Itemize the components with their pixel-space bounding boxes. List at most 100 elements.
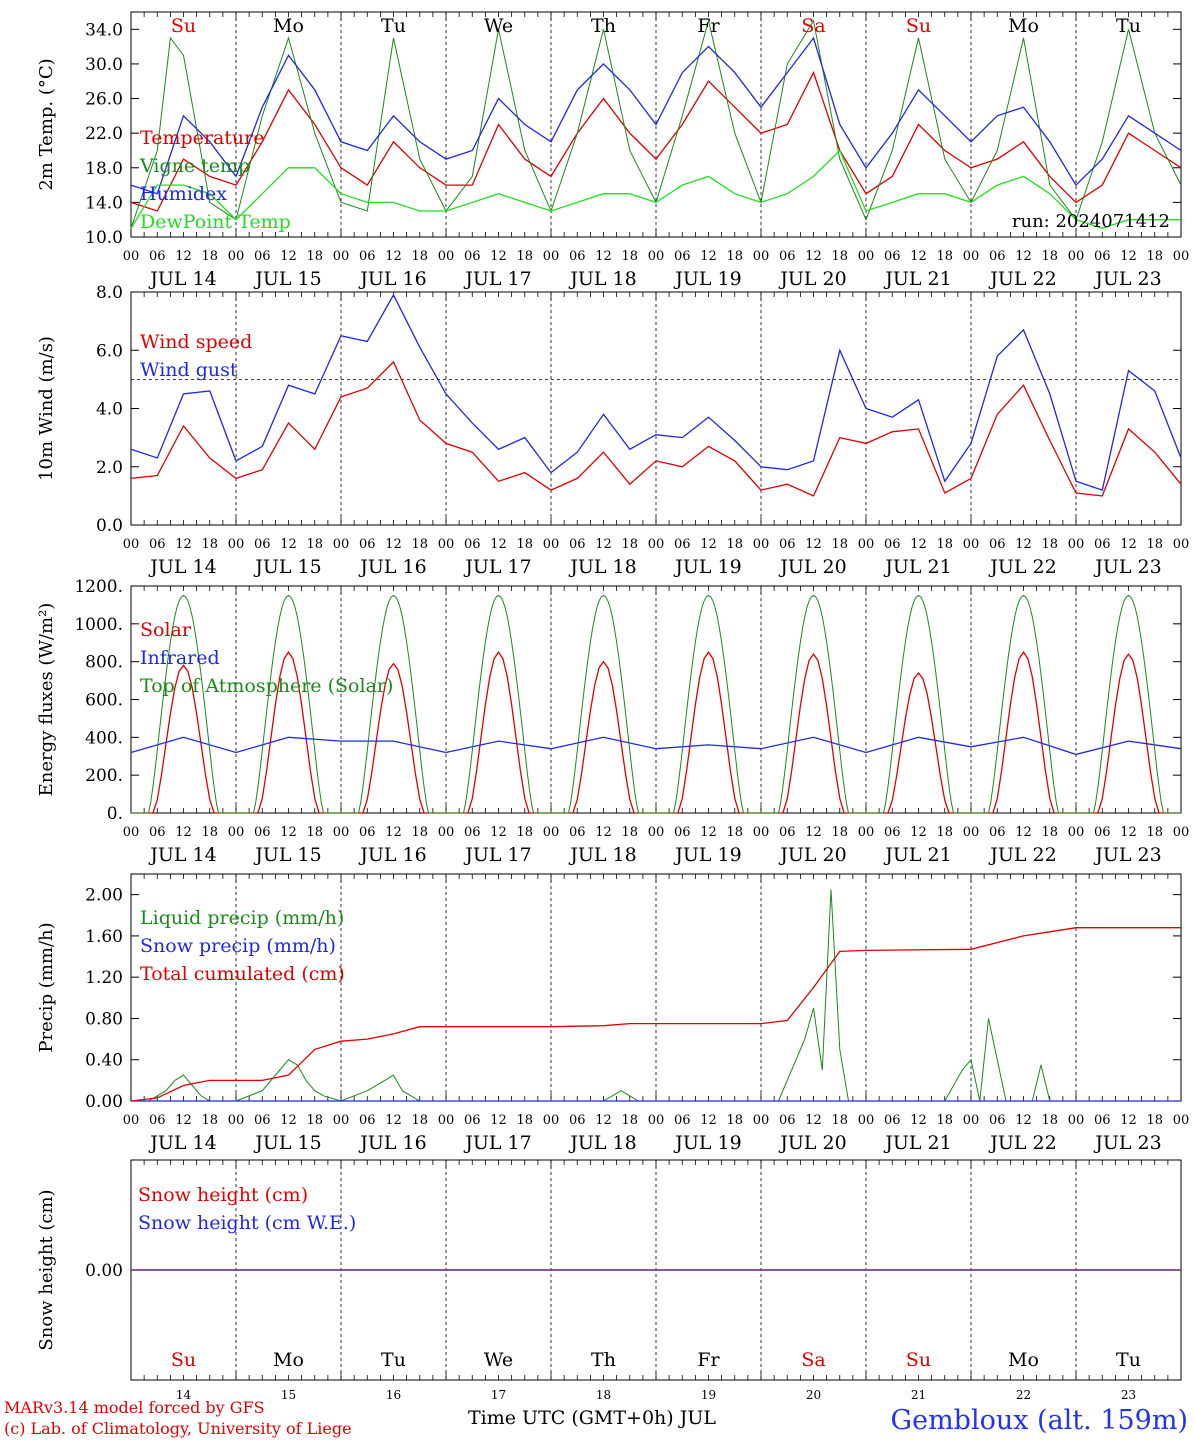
legend-entry: DewPoint Temp (140, 211, 291, 233)
hour-label: 12 (805, 1113, 822, 1128)
hour-label: 12 (490, 249, 507, 264)
hour-label: 00 (858, 825, 875, 840)
hour-label: 00 (123, 1113, 140, 1128)
day-number: 20 (806, 1388, 821, 1402)
legend-entry: Liquid precip (mm/h) (140, 907, 344, 929)
day-name: Th (591, 15, 616, 37)
hour-label: 00 (438, 1113, 455, 1128)
hour-label: 00 (543, 1113, 560, 1128)
date-label: JUL 21 (883, 844, 951, 866)
hour-label: 06 (569, 1113, 586, 1128)
hour-label: 18 (831, 249, 848, 264)
hour-label: 00 (1068, 1113, 1085, 1128)
hour-label: 00 (963, 825, 980, 840)
hour-label: 18 (621, 1113, 638, 1128)
hour-label: 12 (1120, 1113, 1137, 1128)
date-label: JUL 19 (673, 556, 741, 578)
date-label: JUL 14 (148, 268, 216, 290)
hour-label: 06 (779, 825, 796, 840)
series-line (130, 70, 1182, 212)
date-label: JUL 20 (778, 844, 846, 866)
hour-label: 12 (490, 1113, 507, 1128)
y-axis-label: Precip (mm/h) (36, 922, 57, 1052)
model-note: MARv3.14 model forced by GFS (4, 1398, 265, 1417)
hour-label: 18 (201, 1113, 218, 1128)
date-label: JUL 19 (673, 844, 741, 866)
date-label: JUL 15 (253, 844, 321, 866)
date-label: JUL 15 (253, 1132, 321, 1154)
date-label: JUL 15 (253, 268, 321, 290)
hour-label: 12 (910, 825, 927, 840)
y-tick-label: 6.0 (96, 341, 123, 361)
hour-label: 18 (201, 825, 218, 840)
date-label: JUL 22 (988, 268, 1056, 290)
day-name: Su (171, 1349, 196, 1371)
y-axis-label: Snow height (cm) (36, 1189, 57, 1350)
hour-label: 18 (411, 537, 428, 552)
hour-label: 06 (674, 249, 691, 264)
hour-label: 00 (648, 1113, 665, 1128)
series-line (130, 36, 1182, 195)
date-label: JUL 14 (148, 1132, 216, 1154)
hour-label: 00 (1173, 537, 1190, 552)
hour-label: 12 (595, 537, 612, 552)
hour-label: 06 (1094, 825, 1111, 840)
y-tick-label: 4.0 (96, 400, 123, 420)
hour-label: 06 (674, 537, 691, 552)
hour-label: 00 (228, 825, 245, 840)
hour-label: 06 (884, 537, 901, 552)
hour-label: 12 (1120, 537, 1137, 552)
hour-label: 12 (1015, 249, 1032, 264)
hour-label: 12 (700, 1113, 717, 1128)
y-tick-label: 0.40 (85, 1051, 123, 1071)
hour-label: 12 (1015, 825, 1032, 840)
hour-label: 00 (858, 249, 875, 264)
hour-label: 06 (464, 1113, 481, 1128)
hour-label: 06 (149, 1113, 166, 1128)
hour-label: 00 (333, 249, 350, 264)
hour-label: 18 (831, 825, 848, 840)
hour-label: 00 (1173, 825, 1190, 840)
x-axis-title: Time UTC (GMT+0h) JUL (468, 1407, 716, 1429)
date-label: JUL 16 (358, 556, 426, 578)
day-number: 14 (176, 1388, 192, 1402)
hour-label: 18 (1041, 249, 1058, 264)
date-label: JUL 16 (358, 1132, 426, 1154)
date-label: JUL 20 (778, 1132, 846, 1154)
hour-label: 06 (254, 537, 271, 552)
hour-label: 06 (674, 825, 691, 840)
hour-label: 06 (359, 825, 376, 840)
hour-label: 12 (805, 249, 822, 264)
day-name: Mo (1008, 1349, 1039, 1371)
hour-label: 12 (595, 249, 612, 264)
hour-label: 12 (280, 537, 297, 552)
hour-label: 12 (700, 537, 717, 552)
y-axis-label: Energy fluxes (W/m²) (36, 603, 57, 797)
hour-label: 06 (884, 1113, 901, 1128)
series-line (130, 293, 1182, 491)
hour-label: 00 (228, 249, 245, 264)
y-tick-label: 400. (85, 728, 123, 748)
day-name: Sa (801, 1349, 825, 1371)
y-tick-label: 0.00 (85, 1092, 123, 1112)
date-label: JUL 19 (673, 1132, 741, 1154)
hour-label: 18 (1146, 825, 1163, 840)
y-tick-label: 22.0 (85, 124, 123, 144)
series-line (130, 736, 1182, 756)
hour-label: 00 (753, 1113, 770, 1128)
legend-entry: Temperature (140, 127, 264, 149)
y-tick-label: 10.0 (85, 228, 123, 248)
hour-label: 12 (1015, 537, 1032, 552)
date-label: JUL 23 (1093, 268, 1161, 290)
hour-label: 06 (1094, 1113, 1111, 1128)
hour-label: 00 (858, 1113, 875, 1128)
legend-entry: Top of Atmosphere (Solar) (140, 675, 393, 697)
hour-label: 06 (884, 249, 901, 264)
hour-label: 12 (1015, 1113, 1032, 1128)
day-number: 19 (701, 1388, 716, 1402)
day-number: 21 (911, 1388, 926, 1402)
run-label: run: 2024071412 (1012, 211, 1170, 232)
date-label: JUL 22 (988, 844, 1056, 866)
date-label: JUL 17 (463, 1132, 531, 1154)
hour-label: 18 (1041, 537, 1058, 552)
